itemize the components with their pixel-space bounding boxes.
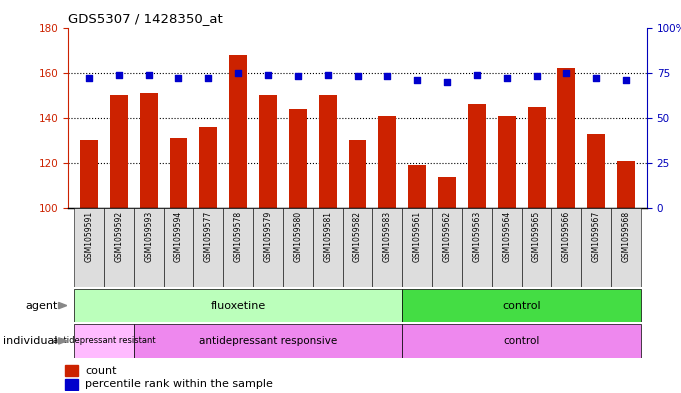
Text: percentile rank within the sample: percentile rank within the sample xyxy=(85,379,273,389)
Bar xyxy=(253,208,283,287)
Text: GSM1059583: GSM1059583 xyxy=(383,211,392,262)
Bar xyxy=(558,68,575,208)
Bar xyxy=(80,140,98,208)
Bar xyxy=(200,127,217,208)
Text: GSM1059592: GSM1059592 xyxy=(114,211,123,262)
Text: GSM1059563: GSM1059563 xyxy=(473,211,481,262)
Point xyxy=(382,73,393,79)
Bar xyxy=(170,138,187,208)
Point xyxy=(203,75,214,81)
Point xyxy=(591,75,602,81)
Point xyxy=(561,70,572,76)
Bar xyxy=(133,324,402,358)
Bar xyxy=(74,324,133,358)
Text: fluoxetine: fluoxetine xyxy=(210,301,266,310)
Text: GSM1059566: GSM1059566 xyxy=(562,211,571,262)
Text: antidepressant resistant: antidepressant resistant xyxy=(52,336,155,345)
Bar xyxy=(373,208,402,287)
Bar xyxy=(408,165,426,208)
Text: GSM1059564: GSM1059564 xyxy=(502,211,511,262)
Text: control: control xyxy=(503,301,541,310)
Bar xyxy=(611,208,641,287)
Text: GSM1059568: GSM1059568 xyxy=(622,211,631,262)
Bar xyxy=(587,134,605,208)
Point xyxy=(412,77,423,83)
Point xyxy=(620,77,631,83)
Point xyxy=(531,73,542,79)
Text: GSM1059567: GSM1059567 xyxy=(592,211,601,262)
Point xyxy=(263,72,274,78)
Bar xyxy=(582,208,611,287)
Text: GSM1059562: GSM1059562 xyxy=(443,211,452,262)
Point xyxy=(292,73,303,79)
Bar xyxy=(140,93,157,208)
Text: GSM1059594: GSM1059594 xyxy=(174,211,183,262)
Text: GSM1059593: GSM1059593 xyxy=(144,211,153,262)
Text: agent: agent xyxy=(25,301,58,310)
Point xyxy=(501,75,512,81)
Text: GSM1059581: GSM1059581 xyxy=(323,211,332,262)
Point xyxy=(84,75,95,81)
Bar xyxy=(65,365,78,376)
Bar xyxy=(289,109,307,208)
Bar xyxy=(343,208,373,287)
Bar xyxy=(552,208,582,287)
Bar xyxy=(462,208,492,287)
Bar xyxy=(193,208,223,287)
Bar xyxy=(110,95,128,208)
Text: GSM1059591: GSM1059591 xyxy=(84,211,93,262)
Bar xyxy=(74,289,402,322)
Bar xyxy=(133,208,163,287)
Text: control: control xyxy=(503,336,540,346)
Bar xyxy=(617,161,635,208)
Point xyxy=(143,72,154,78)
Bar xyxy=(65,379,78,390)
Bar xyxy=(283,208,313,287)
Bar xyxy=(313,208,343,287)
Bar xyxy=(319,95,336,208)
Point xyxy=(471,72,482,78)
Bar xyxy=(498,116,516,208)
Bar xyxy=(229,55,247,208)
Text: GSM1059580: GSM1059580 xyxy=(294,211,302,262)
Text: individual: individual xyxy=(3,336,58,346)
Bar xyxy=(522,208,552,287)
Point xyxy=(441,79,452,85)
Bar xyxy=(528,107,545,208)
Text: count: count xyxy=(85,365,116,376)
Bar xyxy=(438,177,456,208)
Text: antidepressant responsive: antidepressant responsive xyxy=(199,336,337,346)
Bar xyxy=(163,208,193,287)
Bar xyxy=(223,208,253,287)
Point xyxy=(113,72,124,78)
Text: GDS5307 / 1428350_at: GDS5307 / 1428350_at xyxy=(68,12,223,25)
Text: GSM1059561: GSM1059561 xyxy=(413,211,422,262)
Text: GSM1059579: GSM1059579 xyxy=(264,211,272,262)
Bar xyxy=(402,289,641,322)
Bar xyxy=(74,208,104,287)
Point xyxy=(352,73,363,79)
Point xyxy=(322,72,333,78)
Bar xyxy=(468,104,486,208)
Bar xyxy=(104,208,133,287)
Bar xyxy=(259,95,277,208)
Text: GSM1059582: GSM1059582 xyxy=(353,211,362,262)
Text: GSM1059578: GSM1059578 xyxy=(234,211,242,262)
Bar xyxy=(492,208,522,287)
Bar xyxy=(349,140,366,208)
Text: GSM1059565: GSM1059565 xyxy=(532,211,541,262)
Bar xyxy=(402,208,432,287)
Text: GSM1059577: GSM1059577 xyxy=(204,211,213,262)
Bar xyxy=(379,116,396,208)
Point xyxy=(173,75,184,81)
Point xyxy=(233,70,244,76)
Bar xyxy=(432,208,462,287)
Bar xyxy=(402,324,641,358)
